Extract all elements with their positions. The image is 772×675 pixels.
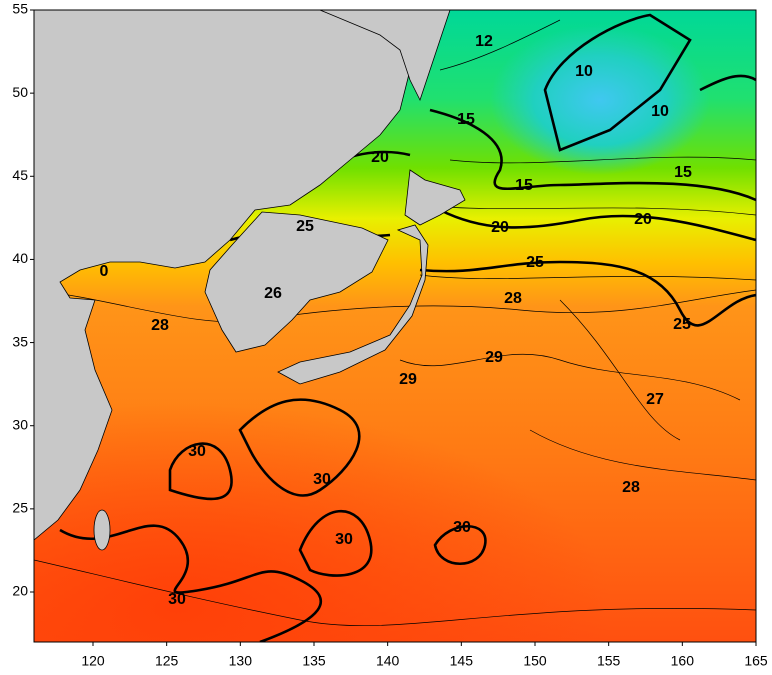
contour-label: 29 — [485, 349, 503, 366]
contour-line — [419, 260, 756, 327]
y-tick-label: 25 — [12, 500, 28, 516]
contour-label: 30 — [188, 443, 206, 460]
x-tick-label: 165 — [744, 653, 768, 669]
y-tick-label: 20 — [12, 583, 28, 599]
contour-label: 20 — [491, 219, 509, 236]
contour-label: 15 — [457, 111, 475, 128]
y-tick-label: 50 — [12, 84, 28, 100]
map-frame — [33, 9, 757, 643]
contour-line — [399, 353, 741, 401]
contour-line — [529, 429, 756, 481]
land-korea — [204, 211, 389, 353]
contour-label: 20 — [634, 211, 652, 228]
x-tick-label: 125 — [155, 653, 179, 669]
land-taiwan — [93, 509, 111, 551]
contour-line — [168, 442, 233, 501]
x-tick-label: 120 — [81, 653, 105, 669]
y-tick-label: 40 — [12, 250, 28, 266]
contour-line — [34, 559, 756, 626]
y-tick-label: 35 — [12, 333, 28, 349]
contour-label: 25 — [526, 254, 544, 271]
contour-line — [419, 204, 756, 216]
y-tick-label: 55 — [12, 1, 28, 17]
contour-line — [699, 74, 756, 92]
x-tick-label: 150 — [523, 653, 547, 669]
contour-label: 15 — [674, 164, 692, 181]
contour-line — [429, 108, 756, 202]
cold-region — [490, 25, 710, 175]
land-hokkaido — [404, 169, 466, 226]
contour-label: 30 — [453, 519, 471, 536]
contour-line — [543, 13, 692, 152]
x-tick-label: 130 — [229, 653, 253, 669]
warm-region — [34, 300, 756, 642]
axes: 120 125 130 135 140 145 150 155 160 1655550454035… — [12, 1, 767, 669]
contour-label: 28 — [622, 479, 640, 496]
contour-label: 10 — [651, 103, 669, 120]
contour-line — [449, 156, 756, 164]
land-sakhalin — [319, 10, 451, 102]
contour-label: 20 — [371, 149, 389, 166]
contour-label: 10 — [575, 63, 593, 80]
contour-label: 29 — [399, 371, 417, 388]
contour-line — [559, 299, 681, 441]
x-tick-label: 140 — [376, 653, 400, 669]
land-asia — [34, 10, 411, 541]
contour-line — [298, 509, 373, 577]
contour-line — [238, 398, 361, 497]
contour-line — [439, 208, 756, 242]
contour-label: 25 — [296, 218, 314, 235]
land-honshu — [277, 224, 429, 385]
contour-label: 30 — [335, 531, 353, 548]
contour-label: 27 — [646, 391, 664, 408]
contour-label: 28 — [151, 317, 169, 334]
contour-line — [34, 289, 756, 323]
x-tick-label: 160 — [671, 653, 695, 669]
contour-label: 30 — [168, 591, 186, 608]
contour-label: 12 — [475, 33, 493, 50]
x-tick-label: 155 — [597, 653, 621, 669]
x-tick-label: 135 — [302, 653, 326, 669]
y-tick-label: 30 — [12, 416, 28, 432]
contour-line — [439, 19, 561, 71]
contour-line — [59, 524, 323, 642]
contour-label: 26 — [264, 285, 282, 302]
y-tick-label: 45 — [12, 167, 28, 183]
contour-label: 30 — [313, 471, 331, 488]
contour-label: 0 — [100, 263, 109, 280]
contour-label: 25 — [673, 316, 691, 333]
map-area: 12 10 10 15 15 15 20 20 20 25 25 25 26 2… — [34, 10, 756, 642]
contour-line — [419, 274, 756, 281]
contour-line — [433, 524, 487, 566]
contour-label: 28 — [504, 290, 522, 307]
contour-label: 15 — [515, 177, 533, 194]
x-tick-label: 145 — [450, 653, 474, 669]
